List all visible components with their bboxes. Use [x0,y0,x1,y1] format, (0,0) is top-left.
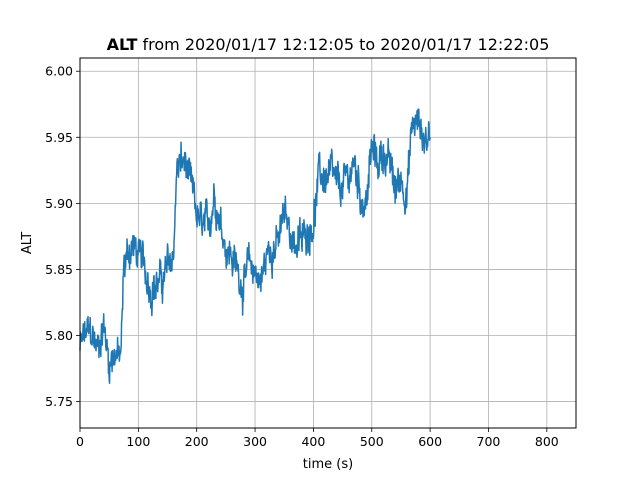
plot-frame [79,57,577,429]
x-tick-label: 100 [126,434,150,449]
chart-title-rest: from 2020/01/17 12:12:05 to 2020/01/17 1… [137,35,549,54]
x-axis-label: time (s) [303,457,353,472]
x-tick-label: 500 [360,434,384,449]
y-tick-label: 5.95 [45,130,73,145]
y-tick-label: 5.80 [45,328,73,343]
line-layer [79,108,431,384]
chart-title-bold: ALT [107,35,138,54]
grid-layer [79,58,576,428]
x-tick-label: 700 [477,434,501,449]
chart-title: ALT from 2020/01/17 12:12:05 to 2020/01/… [107,35,550,54]
x-tick-label: 800 [535,434,559,449]
tick-layer: 0 100 200 300 400 500 600 700 800 5.75 5.80 5.85 5.9… [45,64,559,449]
y-tick-label: 5.90 [45,196,73,211]
x-tick-label: 200 [185,434,209,449]
x-tick-label: 300 [243,434,267,449]
y-tick-label: 6.00 [45,64,73,79]
series-line-0 [79,108,431,384]
x-tick-label: 600 [418,434,442,449]
x-tick-label: 400 [301,434,325,449]
y-axis-label: ALT [20,232,35,254]
x-tick-label: 0 [76,434,84,449]
y-tick-label: 5.75 [45,394,73,409]
y-tick-label: 5.85 [45,262,73,277]
